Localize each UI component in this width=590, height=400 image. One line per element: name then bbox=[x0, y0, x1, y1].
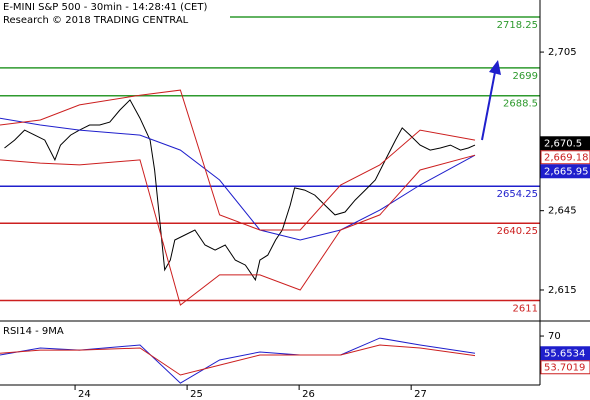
y-tick-label: 2,615 bbox=[548, 285, 577, 296]
y-tick-label: 70 bbox=[548, 331, 561, 342]
price-label-box bbox=[540, 136, 590, 151]
price-label-box bbox=[540, 360, 590, 375]
level-label: 2654.25 bbox=[497, 189, 538, 200]
level-label: 2611 bbox=[513, 304, 538, 315]
plot-area bbox=[0, 16, 540, 384]
forecast-arrow-head bbox=[489, 60, 501, 75]
series-line bbox=[4, 99, 476, 282]
price-label-box bbox=[540, 346, 590, 361]
level-label: 2640.25 bbox=[497, 226, 538, 237]
price-label-box bbox=[540, 150, 590, 165]
y-tick-label: 2,645 bbox=[548, 206, 577, 217]
x-tick-label: 24 bbox=[78, 389, 91, 400]
header-subtitle: Research © 2018 TRADING CENTRAL bbox=[3, 15, 189, 26]
price-label: 53.7019 bbox=[544, 362, 585, 373]
x-tick-label: 26 bbox=[302, 389, 315, 400]
series-line bbox=[0, 89, 476, 231]
x-tick-label: 27 bbox=[414, 389, 427, 400]
series-line bbox=[0, 117, 476, 241]
series-line bbox=[0, 154, 476, 306]
header-title: E-MINI S&P 500 - 30min - 14:28:41 (CET) bbox=[3, 2, 207, 13]
x-tick-label: 25 bbox=[190, 389, 203, 400]
rsi-title: RSI14 - 9MA bbox=[3, 326, 64, 337]
price-label-box bbox=[540, 164, 590, 179]
price-label: 2,670.5 bbox=[544, 138, 582, 149]
price-label: 2,665.95 bbox=[544, 166, 589, 177]
level-label: 2718.25 bbox=[497, 20, 538, 31]
series-line bbox=[0, 344, 476, 376]
y-tick-label: 2,705 bbox=[548, 47, 577, 58]
price-label: 2,669.18 bbox=[544, 152, 589, 163]
level-label: 2688.5 bbox=[503, 99, 538, 110]
forecast-arrow bbox=[481, 71, 496, 141]
header-bg bbox=[0, 0, 230, 28]
level-label: 2699 bbox=[513, 71, 538, 82]
price-label: 55.6534 bbox=[544, 348, 585, 359]
